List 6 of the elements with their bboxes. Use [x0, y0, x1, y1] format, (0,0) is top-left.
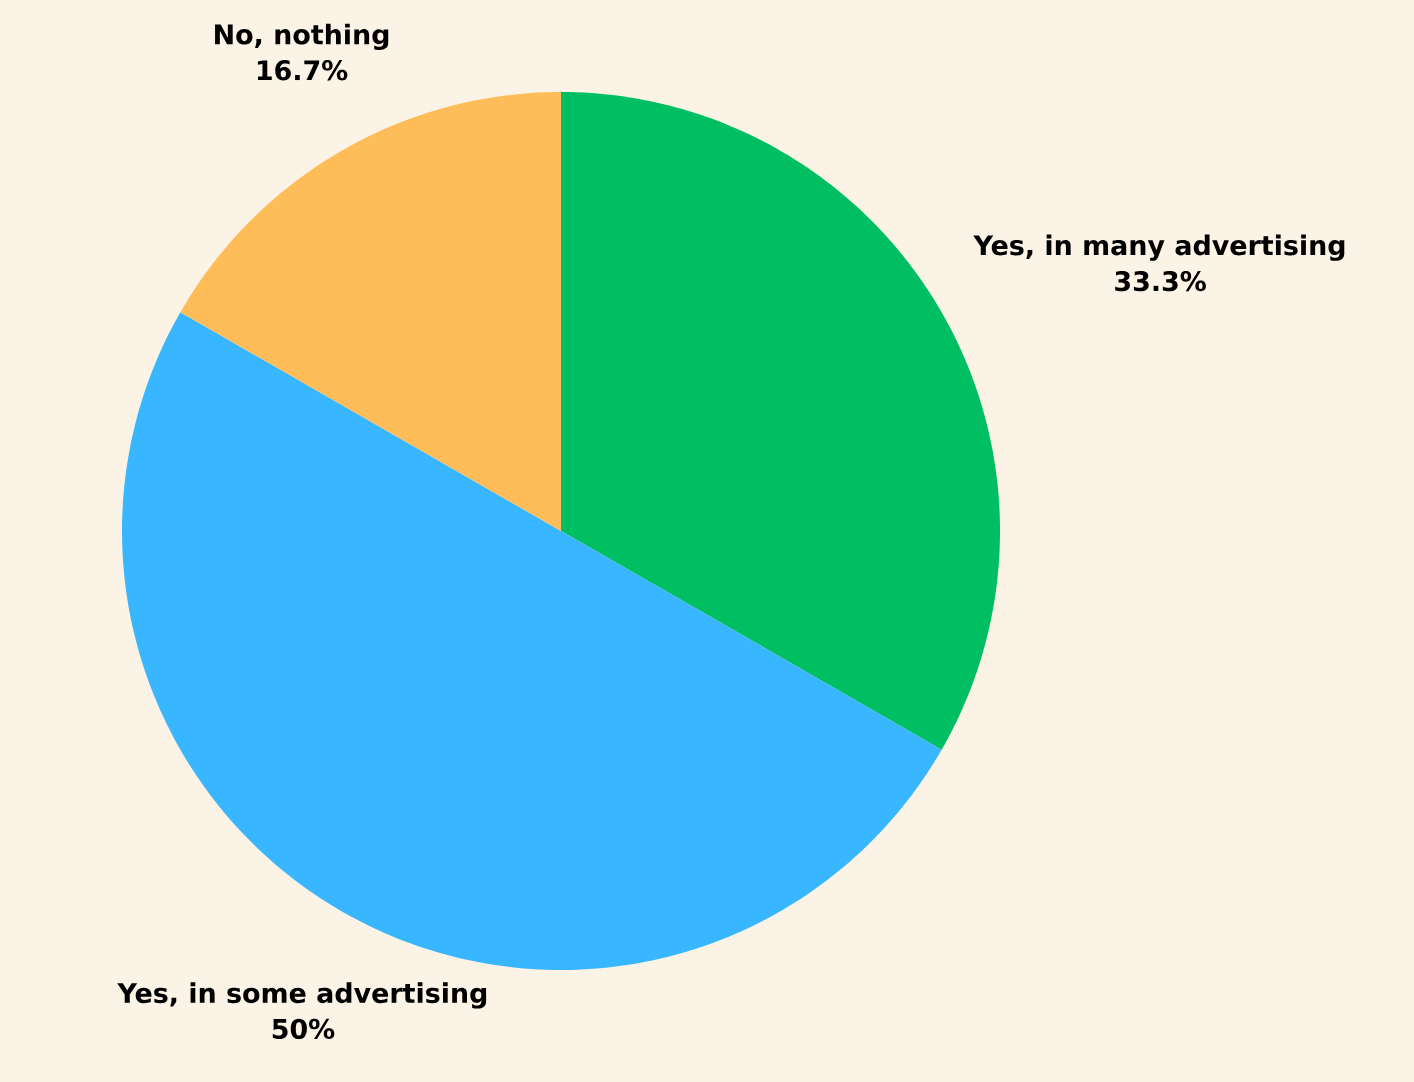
- slice-label: Yes, in some advertising: [117, 982, 487, 1009]
- data-label: 33.3%: [1115, 270, 1206, 292]
- slice-label: Yes, in many advertising: [973, 234, 1345, 261]
- data-label: 16.7%: [257, 60, 348, 81]
- slice-label: No, nothing: [215, 23, 389, 50]
- data-label: 50%: [272, 1018, 335, 1040]
